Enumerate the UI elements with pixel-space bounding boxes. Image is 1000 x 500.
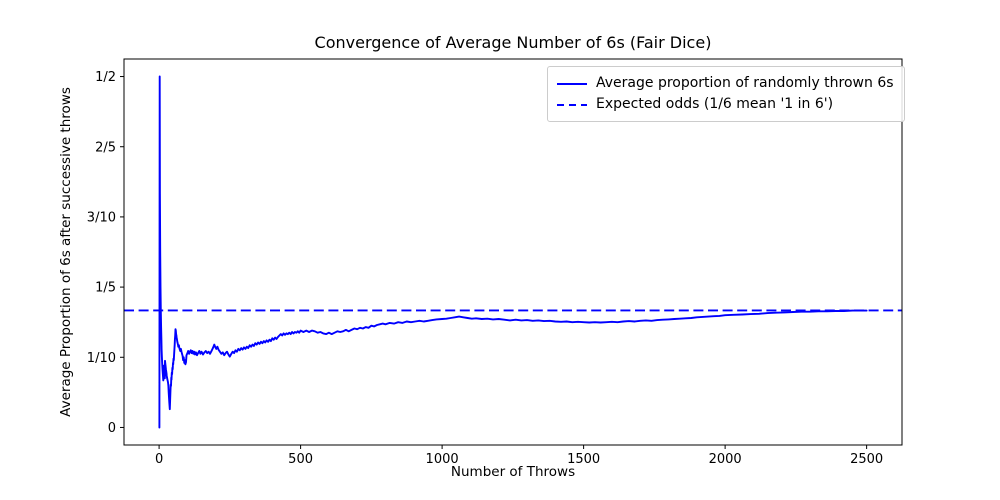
chart-title: Convergence of Average Number of 6s (Fai… (314, 33, 712, 52)
legend-item-average: Average proportion of randomly thrown 6s (557, 73, 894, 94)
x-axis-label: Number of Throws (450, 464, 576, 480)
x-tick-label: 2500 (850, 452, 883, 467)
y-axis-label-text: Average Proportion of 6s after successiv… (58, 87, 74, 417)
axes-spines (123, 58, 903, 446)
y-tick-label: 2/5 (95, 140, 116, 155)
x-tick-label: 1500 (567, 452, 600, 467)
legend-label-average: Average proportion of randomly thrown 6s (596, 75, 894, 91)
x-tick-label: 500 (288, 452, 313, 467)
x-tick-label: 1000 (426, 452, 459, 467)
series-line (158, 75, 868, 429)
legend-item-expected: Expected odds (1/6 mean '1 in 6') (557, 94, 894, 115)
y-tick-label: 1/5 (95, 281, 116, 296)
x-tick-label: 0 (155, 452, 163, 467)
solid-line-icon (557, 82, 587, 85)
y-tick-label: 1/2 (95, 70, 116, 85)
dashed-line-icon (557, 103, 587, 106)
legend-label-expected: Expected odds (1/6 mean '1 in 6') (596, 96, 834, 112)
legend: Average proportion of randomly thrown 6s… (547, 66, 905, 122)
y-tick-label: 3/10 (87, 211, 116, 226)
y-tick-label: 0 (108, 421, 116, 436)
y-tick-label: 1/10 (87, 351, 116, 366)
x-tick-label: 2000 (709, 452, 742, 467)
